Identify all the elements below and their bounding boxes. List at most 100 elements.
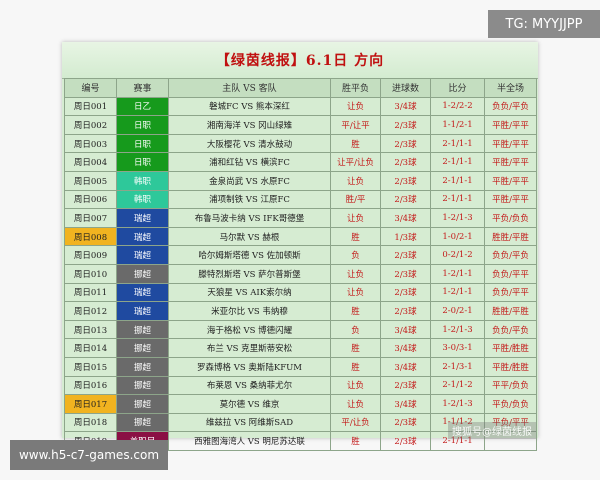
table-row: 周日012 瑞超 米亚尔比 VS 韦纳穆胜 2/3球 2-0/2-1 胜胜/平胜	[64, 301, 537, 321]
cell-score: 2-1/1-1	[430, 152, 485, 172]
watermark-telegram: TG: MYYJJPP	[488, 10, 600, 38]
cell-score: 2-1/1-1	[430, 170, 485, 191]
cell-result: 胜	[330, 338, 381, 358]
cell-half-full: 负负/平平	[484, 282, 537, 303]
table-row: 周日013 挪超 海于格松 VS 博德闪耀负 3/4球 1-2/1-3 负负/平负	[64, 319, 537, 340]
cell-half-full: 平胜/平平	[484, 133, 537, 154]
cell-league: 挪超	[116, 375, 169, 396]
cell-half-full	[484, 431, 537, 451]
cell-code: 周日001	[64, 96, 117, 117]
cell-league: 挪超	[116, 319, 169, 340]
cell-score: 1-2/1-3	[430, 394, 485, 414]
cell-result: 让负	[330, 96, 381, 117]
cell-league: 韩职	[116, 189, 169, 210]
cell-score: 2-0/2-1	[430, 301, 485, 321]
cell-teams: 天狼星 VS AIK索尔纳	[168, 282, 331, 303]
table-row: 周日001 日乙 磐城FC VS 熊本深红 让负 3/4球 1-2/2-2 负负/平负	[64, 96, 537, 117]
cell-league: 瑞超	[116, 301, 169, 321]
table-row: 周日006 韩职 浦项制铁 VS 江原FC 胜/平 2/3球 2-1/1-1 平胜/平平	[64, 189, 537, 210]
cell-teams: 大阪樱花 VS 清水鼓动	[168, 133, 331, 154]
cell-teams: 米亚尔比 VS 韦纳穆	[168, 301, 331, 321]
cell-league: 瑞超	[116, 208, 169, 228]
cell-goals: 3/4球	[380, 338, 431, 358]
cell-code: 周日013	[64, 319, 117, 340]
cell-half-full: 负负/平负	[484, 96, 537, 117]
table-row: 周日002 日职 湘南海洋 VS 冈山绿雉 平/让平 2/3球 1-1/2-1 平胜/平平	[64, 115, 537, 135]
cell-half-full: 平平/负负	[484, 375, 537, 396]
cell-half-full: 平胜/胜胜	[484, 338, 537, 358]
cell-half-full: 平负/负负	[484, 394, 537, 414]
cell-half-full: 平负/负负	[484, 208, 537, 228]
matches-table: 编号 赛事 主队 VS 客队 胜平负 进球数 比分 半全场 周日001 日乙 磐城F…	[64, 78, 537, 451]
cell-result: 让负	[330, 394, 381, 414]
cell-result: 让负	[330, 170, 381, 191]
cell-score: 2-1/1-1	[430, 189, 485, 210]
cell-goals: 2/3球	[380, 263, 431, 284]
cell-league: 瑞超	[116, 245, 169, 265]
cell-league: 日职	[116, 133, 169, 154]
cell-goals: 2/3球	[380, 282, 431, 303]
table-row: 周日007 瑞超 布鲁马波卡纳 VS IFK哥德堡 让负 3/4球 1-2/1-3 平负/负…	[64, 208, 537, 228]
cell-code: 周日008	[64, 226, 117, 247]
table-row: 周日018 挪超 维兹拉 VS 阿维斯SAD 平/让负 2/3球 1-1/1-2 平负/平平	[64, 412, 537, 433]
table-row: 周日015 挪超 罗森博格 VS 奥斯陆KFUM 胜 3/4球 2-1/3-1 平胜/胜胜	[64, 356, 537, 377]
cell-goals: 2/3球	[380, 375, 431, 396]
table-row: 周日014 挪超 布兰 VS 克里斯蒂安松胜 3/4球 3-0/3-1 平胜/胜胜	[64, 338, 537, 358]
cell-teams: 布兰 VS 克里斯蒂安松	[168, 338, 331, 358]
cell-score: 2-1/1-1	[430, 133, 485, 154]
cell-league: 日职	[116, 152, 169, 172]
watermark-corner: 搜狐号@绿茵线报	[448, 422, 536, 439]
cell-goals: 2/3球	[380, 245, 431, 265]
cell-half-full: 平胜/平平	[484, 189, 537, 210]
cell-teams: 湘南海洋 VS 冈山绿雉	[168, 115, 331, 135]
cell-league: 挪超	[116, 338, 169, 358]
cell-result: 胜	[330, 356, 381, 377]
cell-code: 周日010	[64, 263, 117, 284]
cell-score: 1-2/1-3	[430, 319, 485, 340]
cell-teams: 布莱恩 VS 桑纳菲尤尔	[168, 375, 331, 396]
cell-score: 1-0/2-1	[430, 226, 485, 247]
cell-goals: 2/3球	[380, 412, 431, 433]
header-score: 比分	[430, 78, 485, 98]
cell-code: 周日005	[64, 170, 117, 191]
cell-teams: 浦和红钻 VS 横滨FC	[168, 152, 331, 172]
cell-goals: 3/4球	[380, 96, 431, 117]
cell-goals: 2/3球	[380, 133, 431, 154]
cell-teams: 西雅图海湾人 VS 明尼苏达联	[168, 431, 331, 451]
cell-result: 胜	[330, 226, 381, 247]
cell-result: 负	[330, 245, 381, 265]
cell-code: 周日002	[64, 115, 117, 135]
cell-score: 1-2/1-1	[430, 282, 485, 303]
cell-half-full: 平胜/胜胜	[484, 356, 537, 377]
header-code: 编号	[64, 78, 117, 98]
cell-code: 周日003	[64, 133, 117, 154]
cell-league: 瑞超	[116, 282, 169, 303]
cell-teams: 罗森博格 VS 奥斯陆KFUM	[168, 356, 331, 377]
cell-result: 让负	[330, 375, 381, 396]
cell-goals: 3/4球	[380, 319, 431, 340]
cell-teams: 莫尔德 VS 维京	[168, 394, 331, 414]
cell-goals: 3/4球	[380, 394, 431, 414]
cell-goals: 2/3球	[380, 170, 431, 191]
watermark-url: www.h5-c7-games.com	[10, 440, 168, 470]
cell-score: 2-1/3-1	[430, 356, 485, 377]
cell-goals: 2/3球	[380, 189, 431, 210]
cell-teams: 哈尔姆斯塔德 VS 佐加顿斯	[168, 245, 331, 265]
table-row: 周日010 挪超 滕特烈斯塔 VS 萨尔普斯堡 让负 2/3球 1-2/1-1 负负/平平	[64, 263, 537, 284]
cell-half-full: 平胜/平平	[484, 115, 537, 135]
cell-goals: 3/4球	[380, 208, 431, 228]
table-header-row: 编号 赛事 主队 VS 客队 胜平负 进球数 比分 半全场	[64, 78, 537, 98]
cell-teams: 海于格松 VS 博德闪耀	[168, 319, 331, 340]
cell-goals: 2/3球	[380, 152, 431, 172]
cell-code: 周日011	[64, 282, 117, 303]
cell-league: 日职	[116, 115, 169, 135]
table-row: 周日003 日职 大阪樱花 VS 清水鼓动胜 2/3球 2-1/1-1 平胜/平平	[64, 133, 537, 154]
cell-code: 周日012	[64, 301, 117, 321]
cell-half-full: 平胜/平平	[484, 152, 537, 172]
cell-league: 瑞超	[116, 226, 169, 247]
cell-code: 周日006	[64, 189, 117, 210]
header-teams: 主队 VS 客队	[168, 78, 331, 98]
cell-teams: 滕特烈斯塔 VS 萨尔普斯堡	[168, 263, 331, 284]
cell-goals: 3/4球	[380, 356, 431, 377]
